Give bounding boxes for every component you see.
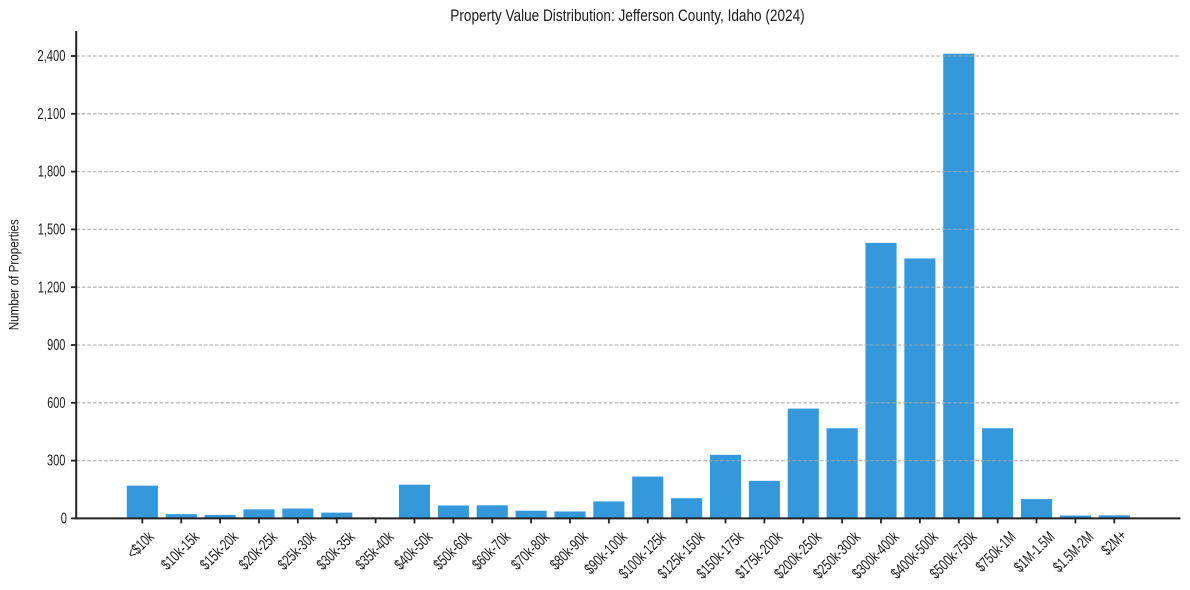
svg-text:2,100: 2,100 bbox=[38, 106, 66, 123]
svg-text:1,800: 1,800 bbox=[38, 164, 66, 181]
svg-text:Number of Properties: Number of Properties bbox=[6, 219, 22, 330]
svg-text:1,500: 1,500 bbox=[38, 222, 66, 239]
svg-text:1,200: 1,200 bbox=[38, 279, 66, 296]
svg-text:Property Value Distribution: J: Property Value Distribution: Jefferson C… bbox=[450, 7, 804, 25]
svg-text:600: 600 bbox=[47, 395, 65, 412]
svg-text:2,400: 2,400 bbox=[38, 48, 66, 65]
svg-text:900: 900 bbox=[47, 337, 66, 354]
svg-text:300: 300 bbox=[47, 453, 66, 470]
svg-text:0: 0 bbox=[61, 511, 67, 528]
